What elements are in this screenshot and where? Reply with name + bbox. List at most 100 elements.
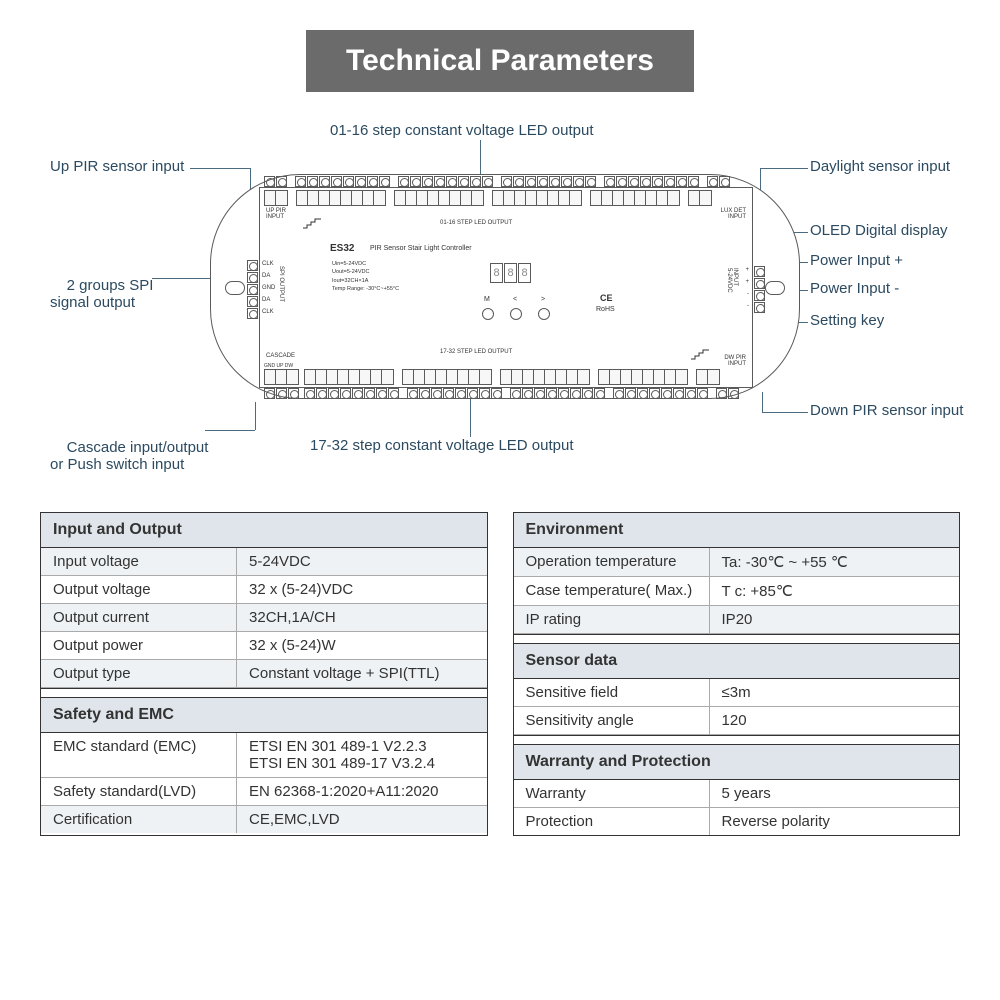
table-row: Output typeConstant voltage + SPI(TTL) [41,660,487,688]
callout-text: Power Input + [810,252,903,269]
table-row: Operation temperatureTa: -30℃ ~ +55 ℃ [514,548,960,577]
mount-hole-right [765,281,785,295]
table-section-head: Safety and EMC [41,698,487,733]
power-pin-2: - [747,291,749,297]
spi-terminals [247,260,258,319]
spi-pin-1: DA [262,273,270,279]
table-section-head: Environment [514,513,960,548]
power-pin-3: - [747,303,749,309]
table-value: Constant voltage + SPI(TTL) [237,660,486,687]
table-key: Warranty [514,780,710,807]
cascade-label: CASCADE [266,353,295,359]
table-key: EMC standard (EMC) [41,733,237,777]
table-row: Output voltage32 x (5-24)VDC [41,576,487,604]
table-row: ProtectionReverse polarity [514,808,960,835]
table-key: Output type [41,660,237,687]
table-value: Ta: -30℃ ~ +55 ℃ [710,548,959,576]
table-row: Case temperature( Max.)T c: +85℃ [514,577,960,606]
spi-pin-0: CLK [262,261,274,267]
stair-icon-bottom [690,347,710,359]
callout-text: Setting key [810,312,884,329]
table-right: EnvironmentOperation temperatureTa: -30℃… [513,512,961,836]
table-section-head: Sensor data [514,644,960,679]
callout-text: Power Input - [810,280,899,297]
bottom-strip-label: 17-32 STEP LED OUTPUT [440,349,512,355]
table-key: Input voltage [41,548,237,575]
table-row: CertificationCE,EMC,LVD [41,806,487,833]
table-value: 32 x (5-24)VDC [237,576,486,603]
table-value: IP20 [710,606,959,633]
button-m [482,308,494,320]
spi-pin-4: CLK [262,309,274,315]
table-gap [514,735,960,745]
top-terminals [264,190,712,206]
callout-daylight: Daylight sensor input [810,158,950,175]
table-key: Safety standard(LVD) [41,778,237,805]
device-diagram: Up PIR sensor input 2 groups SPI signal … [50,122,950,482]
table-value: 5 years [710,780,959,807]
table-row: Safety standard(LVD)EN 62368-1:2020+A11:… [41,778,487,806]
table-value: ≤3m [710,679,959,706]
spec-tables: Input and OutputInput voltage5-24VDCOutp… [40,512,960,836]
lux-label: LUX DET INPUT [721,208,746,220]
device-subtitle: PIR Sensor Stair Light Controller [370,245,472,252]
callout-text: Up PIR sensor input [50,158,184,175]
callout-up-pir: Up PIR sensor input [50,158,184,175]
digit-2: 8 [518,263,531,283]
digit-1: 8 [504,263,517,283]
callout-top-led: 01-16 step constant voltage LED output [330,122,594,139]
table-row: Output power32 x (5-24)W [41,632,487,660]
rohs-mark: RoHS [596,306,615,313]
table-row: EMC standard (EMC)ETSI EN 301 489-1 V2.2… [41,733,487,778]
table-key: Sensitivity angle [514,707,710,734]
device-outline: UP PIR INPUT LUX DET INPUT 01-16 STEP LE… [210,174,800,399]
callout-oled: OLED Digital display [810,222,948,239]
top-strip-label: 01-16 STEP LED OUTPUT [440,220,512,226]
table-key: Sensitive field [514,679,710,706]
table-row: IP ratingIP20 [514,606,960,634]
mount-hole-left [225,281,245,295]
spi-pin-3: DA [262,297,270,303]
callout-bottom-led: 17-32 step constant voltage LED output [310,437,574,454]
spi-pin-2: GND [262,285,275,291]
table-value: ETSI EN 301 489-1 V2.2.3 ETSI EN 301 489… [237,733,486,777]
digit-0: 8 [490,263,503,283]
callout-power-minus: Power Input - [810,280,899,297]
button-m-label: M [484,296,490,303]
callout-text: Cascade input/output or Push switch inpu… [50,439,208,473]
device-specs: Uin=5-24VDC Uout=5-24VDC Iout=32CH×1A Te… [332,260,399,293]
up-pir-label: UP PIR INPUT [266,208,286,220]
table-row: Input voltage5-24VDC [41,548,487,576]
table-row: Output current32CH,1A/CH [41,604,487,632]
device-body: UP PIR INPUT LUX DET INPUT 01-16 STEP LE… [259,187,753,388]
callout-text: 17-32 step constant voltage LED output [310,437,574,454]
button-prev-label: < [513,296,517,303]
ce-mark: CE [600,293,613,303]
callout-down-pir: Down PIR sensor input [810,402,963,419]
oled-display: 8 8 8 [490,263,531,283]
table-key: Case temperature( Max.) [514,577,710,605]
callout-text: 01-16 step constant voltage LED output [330,122,594,139]
table-key: Output voltage [41,576,237,603]
button-prev [510,308,522,320]
top-screw-row [264,176,730,187]
table-value: CE,EMC,LVD [237,806,486,833]
table-value: 5-24VDC [237,548,486,575]
page-title: Technical Parameters [306,30,694,92]
callout-power-plus: Power Input + [810,252,903,269]
power-terminals [754,266,765,313]
bottom-terminals [264,369,720,385]
callout-setting: Setting key [810,312,884,329]
callout-text: OLED Digital display [810,222,948,239]
table-key: Certification [41,806,237,833]
table-row: Sensitive field≤3m [514,679,960,707]
table-value: 32 x (5-24)W [237,632,486,659]
power-label: INPUT 5-24VDC [726,268,738,293]
stair-icon-top [302,216,322,228]
table-key: Output power [41,632,237,659]
table-value: 32CH,1A/CH [237,604,486,631]
table-gap [514,634,960,644]
table-value: T c: +85℃ [710,577,959,605]
power-pin-1: + [745,279,749,285]
power-pin-0: + [745,267,749,273]
